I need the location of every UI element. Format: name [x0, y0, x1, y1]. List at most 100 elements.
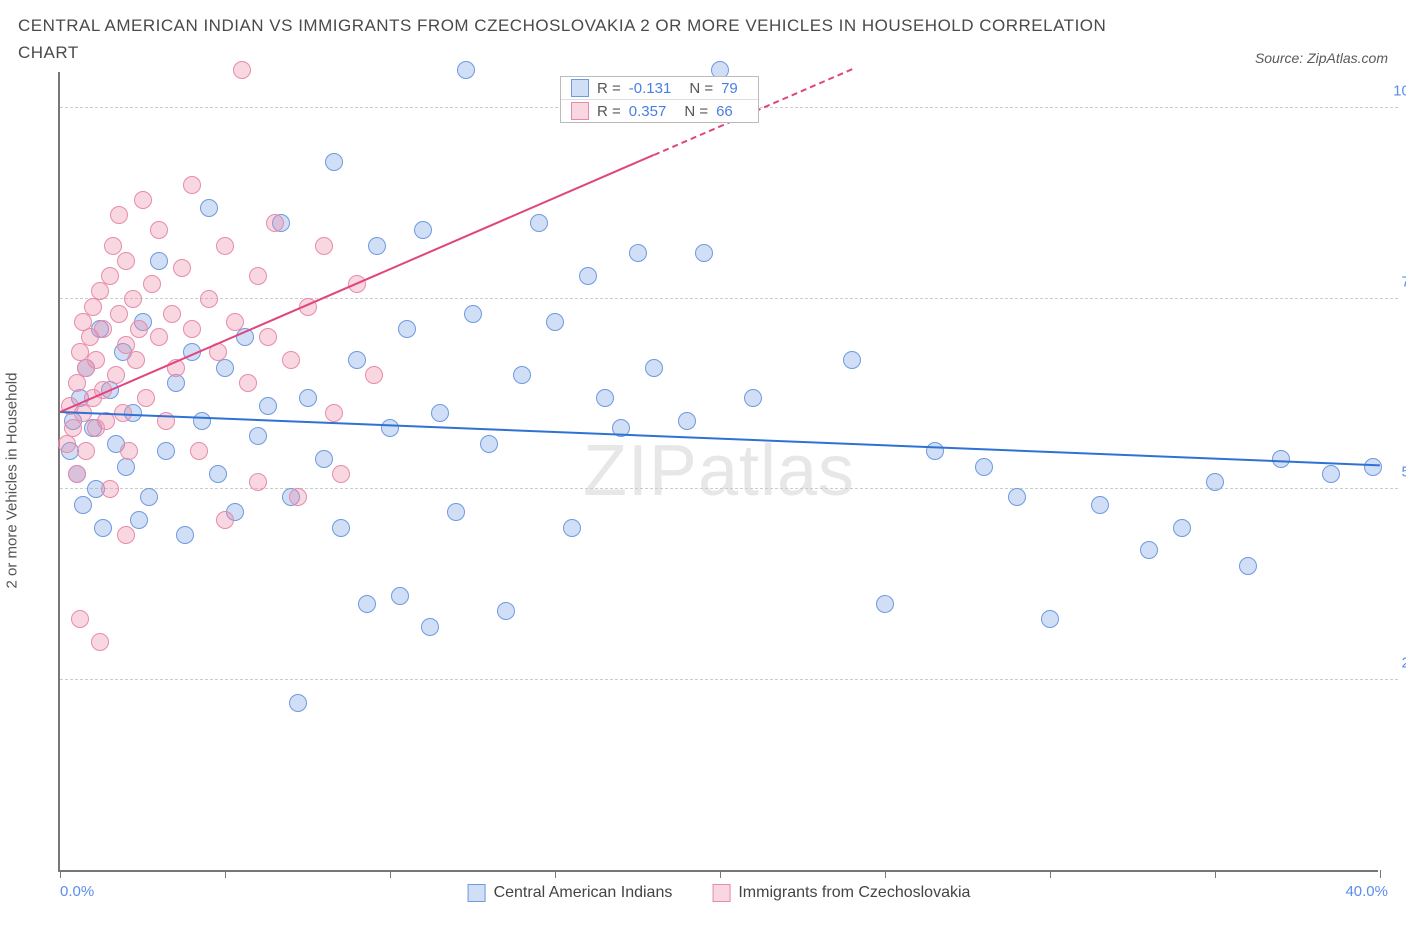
legend-swatch — [712, 884, 730, 902]
data-point — [266, 214, 284, 232]
y-tick-label: 75.0% — [1401, 273, 1406, 290]
data-point — [110, 206, 128, 224]
data-point — [91, 633, 109, 651]
data-point — [744, 389, 762, 407]
data-point — [68, 465, 86, 483]
data-point — [226, 313, 244, 331]
data-point — [117, 526, 135, 544]
data-point — [629, 244, 647, 262]
data-point — [368, 237, 386, 255]
data-point — [1272, 450, 1290, 468]
x-tick — [390, 870, 391, 878]
y-tick-label: 100.0% — [1393, 83, 1406, 100]
data-point — [1173, 519, 1191, 537]
data-point — [193, 412, 211, 430]
data-point — [315, 450, 333, 468]
data-point — [563, 519, 581, 537]
data-point — [513, 366, 531, 384]
data-point — [173, 259, 191, 277]
stat-r-label: R = — [597, 103, 621, 120]
data-point — [546, 313, 564, 331]
data-point — [104, 237, 122, 255]
data-point — [358, 595, 376, 613]
x-tick — [1215, 870, 1216, 878]
data-point — [120, 442, 138, 460]
x-max-label: 40.0% — [1345, 883, 1388, 900]
data-point — [101, 267, 119, 285]
data-point — [124, 290, 142, 308]
data-point — [530, 214, 548, 232]
data-point — [157, 442, 175, 460]
data-point — [94, 519, 112, 537]
x-tick — [555, 870, 556, 878]
data-point — [381, 419, 399, 437]
legend-item: Immigrants from Czechoslovakia — [712, 884, 970, 902]
stat-n-label: N = — [684, 103, 708, 120]
data-point — [843, 351, 861, 369]
data-point — [414, 221, 432, 239]
data-point — [71, 610, 89, 628]
scatter-chart: 2 or more Vehicles in Household ZIPatlas… — [18, 72, 1388, 872]
stats-box: R =-0.131N =79R =0.357N =66 — [560, 76, 759, 123]
y-tick-label: 50.0% — [1401, 464, 1406, 481]
data-point — [64, 419, 82, 437]
x-tick — [1050, 870, 1051, 878]
data-point — [183, 176, 201, 194]
data-point — [464, 305, 482, 323]
data-point — [497, 602, 515, 620]
data-point — [259, 397, 277, 415]
data-point — [289, 488, 307, 506]
data-point — [183, 320, 201, 338]
data-point — [447, 503, 465, 521]
data-point — [332, 519, 350, 537]
data-point — [457, 61, 475, 79]
gridline — [60, 679, 1398, 680]
series-swatch — [571, 79, 589, 97]
source-label: Source: ZipAtlas.com — [1255, 50, 1388, 66]
stats-row: R =-0.131N =79 — [561, 77, 758, 99]
data-point — [1206, 473, 1224, 491]
data-point — [130, 511, 148, 529]
data-point — [94, 320, 112, 338]
data-point — [233, 61, 251, 79]
data-point — [282, 351, 300, 369]
data-point — [975, 458, 993, 476]
data-point — [200, 290, 218, 308]
data-point — [130, 320, 148, 338]
data-point — [87, 351, 105, 369]
data-point — [431, 404, 449, 422]
data-point — [134, 191, 152, 209]
legend-item: Central American Indians — [468, 884, 673, 902]
data-point — [77, 442, 95, 460]
stat-r-value: -0.131 — [629, 80, 672, 97]
data-point — [365, 366, 383, 384]
data-point — [348, 351, 366, 369]
chart-title: CENTRAL AMERICAN INDIAN VS IMMIGRANTS FR… — [18, 12, 1118, 66]
data-point — [176, 526, 194, 544]
x-tick — [720, 870, 721, 878]
data-point — [216, 511, 234, 529]
data-point — [150, 221, 168, 239]
y-tick-label: 25.0% — [1401, 654, 1406, 671]
data-point — [1008, 488, 1026, 506]
data-point — [289, 694, 307, 712]
data-point — [332, 465, 350, 483]
data-point — [1140, 541, 1158, 559]
data-point — [150, 252, 168, 270]
data-point — [216, 237, 234, 255]
data-point — [259, 328, 277, 346]
stat-r-value: 0.357 — [629, 103, 667, 120]
data-point — [137, 389, 155, 407]
data-point — [325, 153, 343, 171]
data-point — [695, 244, 713, 262]
data-point — [127, 351, 145, 369]
data-point — [74, 496, 92, 514]
data-point — [239, 374, 257, 392]
data-point — [596, 389, 614, 407]
x-tick — [225, 870, 226, 878]
data-point — [163, 305, 181, 323]
data-point — [117, 458, 135, 476]
x-tick — [885, 870, 886, 878]
x-min-label: 0.0% — [60, 883, 94, 900]
data-point — [101, 480, 119, 498]
